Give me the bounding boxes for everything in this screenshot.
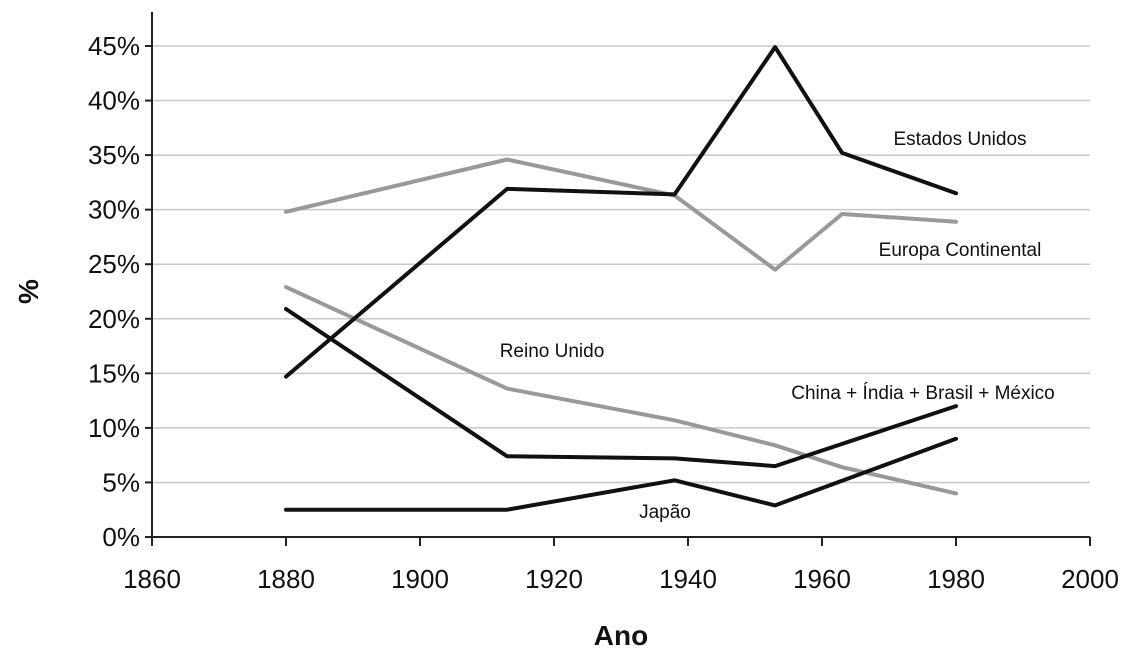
x-tick-label: 1920 — [525, 564, 583, 594]
x-tick-label: 1980 — [927, 564, 985, 594]
x-tick-label: 1940 — [659, 564, 717, 594]
y-tick-label: 40% — [88, 86, 140, 116]
x-tick-label: 1960 — [793, 564, 851, 594]
y-tick-label: 10% — [88, 413, 140, 443]
gridlines — [152, 45, 1090, 484]
y-tick-label: 25% — [88, 249, 140, 279]
x-tick-label: 1860 — [123, 564, 181, 594]
y-tick-label: 0% — [102, 522, 140, 552]
series-label-3: China + Índia + Brasil + México — [791, 383, 1055, 404]
series-labels: Estados Unidos Europa Continental Reino Un… — [500, 129, 1055, 523]
series-label-0: Estados Unidos — [893, 129, 1026, 150]
y-axis-title: % — [13, 279, 44, 304]
tick-labels: 0% 5% 10% 15% 20% 25% 30% 35% 40% 45% 1860 1880 1900… — [88, 31, 1119, 594]
y-tick-label: 15% — [88, 358, 140, 388]
series-line-3 — [284, 307, 958, 469]
series-label-4: Japão — [639, 502, 691, 523]
series-line-0 — [284, 45, 958, 379]
series-line-2 — [284, 285, 958, 496]
series-label-1: Europa Continental — [879, 240, 1042, 261]
axes — [151, 12, 1090, 538]
y-tick-label: 30% — [88, 195, 140, 225]
x-axis-title: Ano — [594, 620, 648, 651]
x-tick-label: 1900 — [391, 564, 449, 594]
series-line-1 — [284, 157, 958, 272]
y-tick-label: 5% — [102, 467, 140, 497]
series-lines — [284, 45, 958, 512]
series-label-2: Reino Unido — [500, 341, 605, 362]
y-tick-label: 20% — [88, 304, 140, 334]
series-line-4 — [284, 436, 958, 512]
y-tick-label: 45% — [88, 31, 140, 61]
y-tick-label: 35% — [88, 140, 140, 170]
x-tick-label: 2000 — [1061, 564, 1119, 594]
x-tick-label: 1880 — [257, 564, 315, 594]
